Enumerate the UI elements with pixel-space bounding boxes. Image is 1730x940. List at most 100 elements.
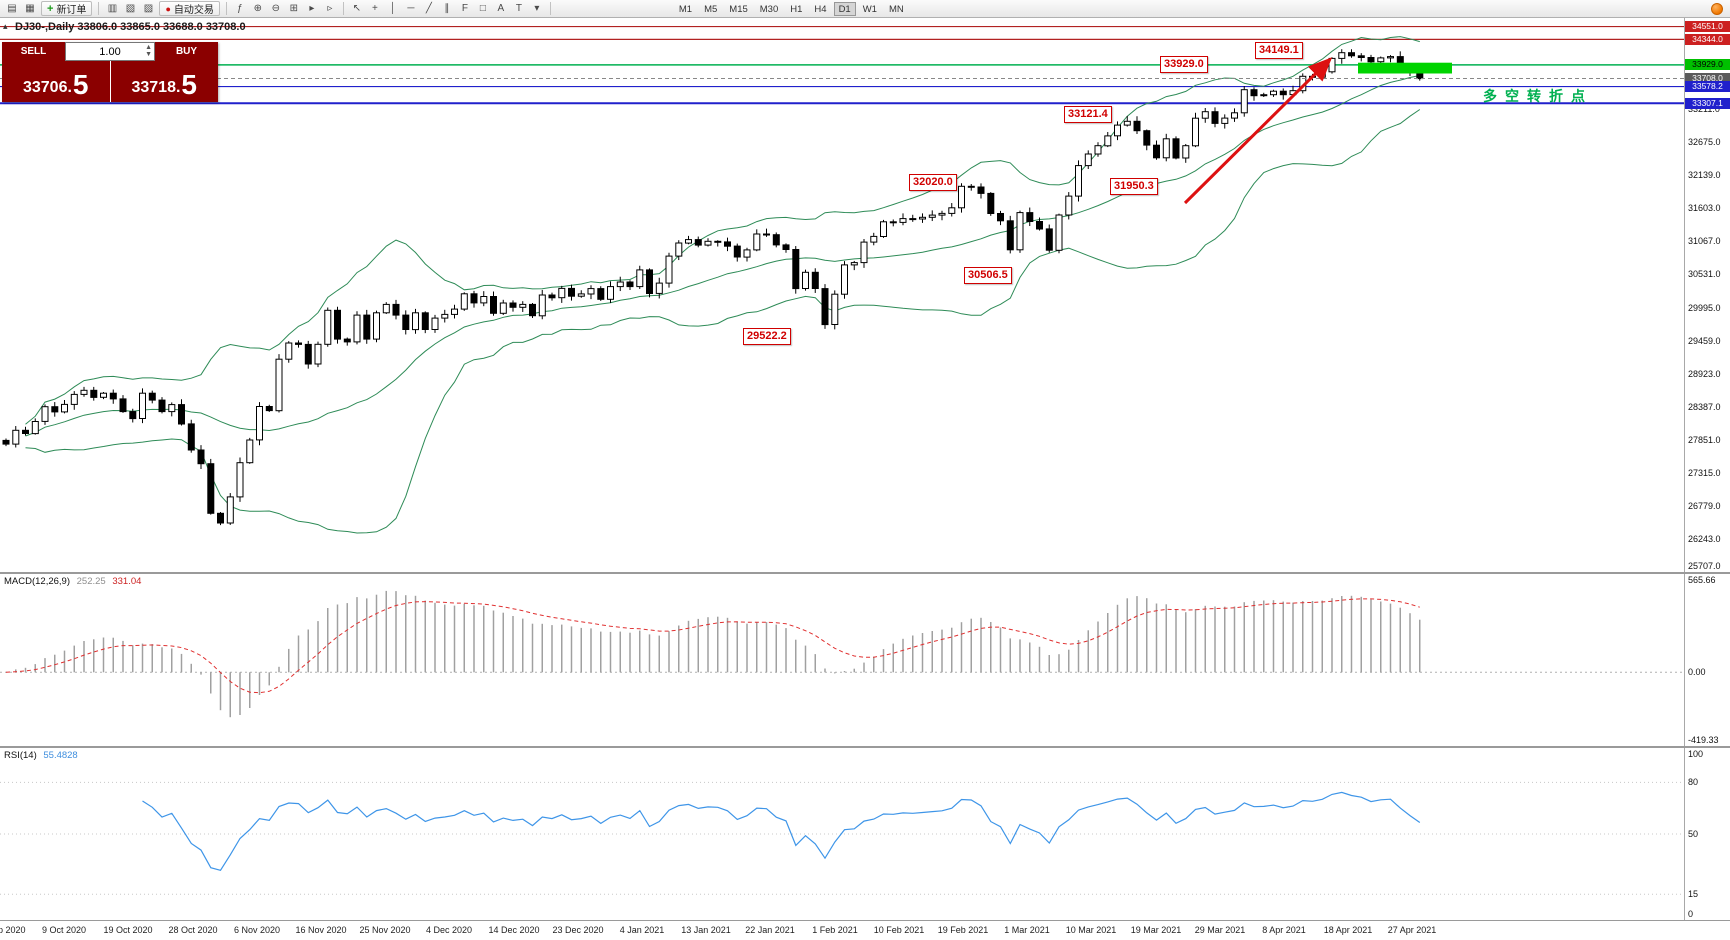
vertical-line-icon[interactable]: │ [389,3,396,14]
candle [41,406,49,422]
channel-icon[interactable]: ∥ [444,3,450,14]
candle [168,404,176,413]
zoom-out-icon[interactable]: ⊖ [271,3,281,14]
candle [343,338,351,343]
profiles-icon[interactable]: ▦ [25,3,35,14]
date-label: 19 Oct 2020 [103,925,153,935]
text-icon[interactable]: A [497,3,505,14]
buy-button[interactable]: BUY [155,42,218,61]
data-window-icon[interactable]: ▧ [125,3,136,14]
buy-price-pip: 5 [181,69,197,101]
symbol-ohlc-title: DJ30-,Daily 33806.0 33865.0 33688.0 3370… [15,21,246,33]
candle [850,262,858,266]
price-line-tag: 33708.0 [1685,73,1730,84]
timeframe-button-M15[interactable]: M15 [729,3,748,15]
volume-input[interactable]: 1.00 ▲ ▼ [65,42,155,61]
auto-scroll-icon[interactable]: ▸ [309,3,315,14]
fibonacci-icon[interactable]: F [461,3,468,14]
time-axis[interactable]: 30 Sep 2020 9 Oct 2020 19 Oct 2020 28 Oct 2… [0,921,1730,940]
candle [460,293,468,310]
timeframe-button-H1[interactable]: H1 [790,3,803,15]
zoom-in-icon[interactable]: ⊕ [253,3,263,14]
main-plot-area[interactable] [0,18,1684,572]
price-tick: 31603.0 [1688,203,1721,213]
toolbar-separator [98,2,100,15]
timeframe-button-H4[interactable]: H4 [814,3,827,15]
arrows-icon[interactable]: ▾ [534,3,540,14]
price-tick: 33211.0 [1688,104,1720,114]
candle [694,239,702,246]
rsi-chart[interactable] [0,748,1684,920]
macd-chart[interactable] [0,574,1684,746]
rsi-plot-area[interactable] [0,748,1684,920]
toolbar-separator [342,2,344,15]
candle [236,462,244,498]
candle [353,314,361,343]
candle [1182,145,1190,159]
toolbar-separator [225,2,227,15]
sell-button[interactable]: SELL [2,42,65,61]
cursor-icon[interactable]: ↖ [352,3,362,14]
auto-trading-button[interactable]: ● 自动交易 [159,1,220,16]
toolbar-right [1711,2,1727,15]
timeframe-button-W1[interactable]: W1 [862,3,877,15]
candlestick-chart[interactable] [0,18,1684,572]
candle [685,239,692,244]
timeframe-button-M5[interactable]: M5 [704,3,718,15]
buy-price-button[interactable]: 33718. 5 [111,61,219,102]
candle [51,406,59,413]
resistance-zone [1358,62,1452,74]
candle [548,294,556,299]
date-label: 1 Mar 2021 [1004,925,1050,935]
volume-up-icon[interactable]: ▲ [145,44,152,51]
timeframe-button-M30[interactable]: M30 [759,3,779,15]
new-order-icon: + [47,2,54,15]
price-line-tag: 33578.2 [1685,81,1730,92]
price-tick: 25707.0 [1688,561,1721,571]
crosshair-icon[interactable]: + [371,3,378,14]
price-tick: 32675.0 [1688,137,1721,147]
macd-axis[interactable]: 565.66 0.00 -419.33 [1684,574,1730,746]
trendline-icon[interactable]: ╱ [425,3,432,14]
rsi-axis-tick: 15 [1688,889,1699,899]
rsi-axis-tick: 0 [1688,909,1694,919]
candle [577,293,585,297]
price-tick: 30531.0 [1688,269,1721,279]
new-chart-icon[interactable]: ▤ [7,3,17,14]
candle [499,302,507,314]
date-label: 4 Jan 2021 [619,925,665,935]
indicators-icon[interactable]: ƒ [237,3,243,14]
oneclick-collapse-icon[interactable]: ▴ [3,21,8,31]
date-label: 4 Dec 2020 [425,925,473,935]
tile-windows-icon[interactable]: ⊞ [289,3,299,14]
candle [831,293,839,326]
turning-point-annotation: 多空转折点 [1483,88,1593,104]
candle [1104,135,1112,147]
main-price-axis[interactable]: 33211.0 32675.0 32139.0 31603.0 31067.0 30531… [1684,18,1730,572]
text-label-icon[interactable]: T [515,3,522,14]
one-click-trading-panel: SELL 1.00 ▲ ▼ BUY 33706. 5 33718. 5 [2,42,218,102]
volume-down-icon[interactable]: ▼ [145,51,152,58]
market-watch-icon[interactable]: ▥ [107,3,118,14]
timeframe-button-M1[interactable]: M1 [678,3,693,15]
terminal-icon[interactable]: ▨ [143,3,154,14]
timeframe-button-D1[interactable]: D1 [833,1,856,16]
sell-price-pip: 5 [72,69,89,101]
timeframe-button-MN[interactable]: MN [888,3,904,15]
alert-icon[interactable] [1711,2,1723,15]
candle [451,308,458,315]
volume-stepper[interactable]: ▲ ▼ [145,44,152,58]
candle [938,212,946,216]
candle [597,288,605,300]
shapes-icon[interactable]: □ [479,3,486,14]
new-order-button[interactable]: + 新订单 [41,1,93,16]
macd-plot-area[interactable] [0,574,1684,746]
candle [1192,117,1199,147]
chart-shift-icon[interactable]: ▹ [327,3,333,14]
rsi-label: RSI(14) [4,750,37,761]
rsi-axis[interactable]: 100 80 50 15 0 [1684,748,1730,920]
candle [373,312,380,340]
candle [129,411,137,420]
horizontal-line-icon[interactable]: ─ [407,3,415,14]
sell-price-button[interactable]: 33706. 5 [2,61,111,102]
